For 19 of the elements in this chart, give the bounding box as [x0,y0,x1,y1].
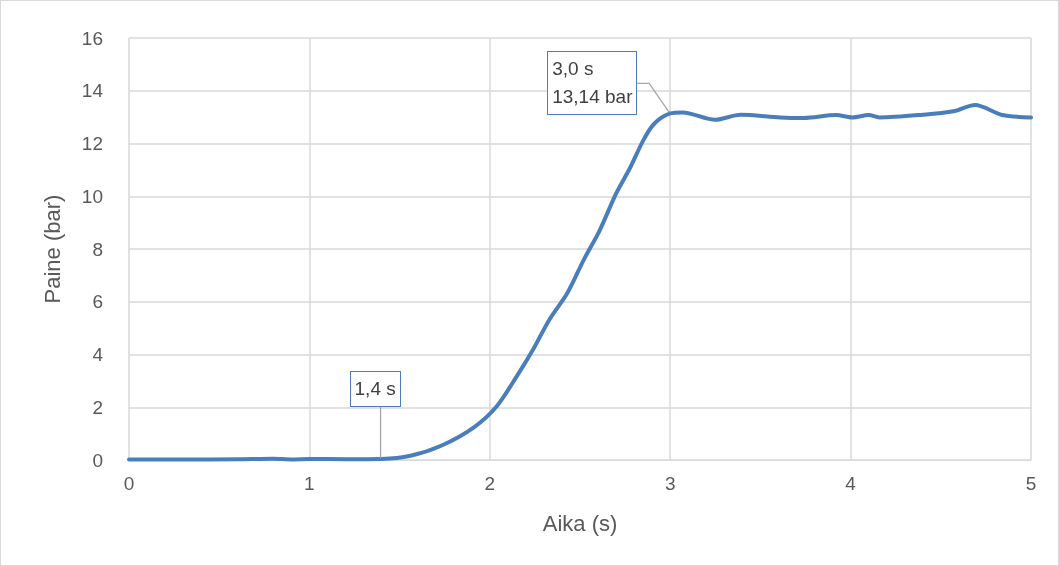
y-tick-label: 10 [81,185,103,207]
x-tick-label: 1 [304,473,315,494]
y-tick-label: 12 [81,133,103,154]
x-tick-label: 5 [1025,473,1037,494]
annotation: 1,4 s [349,370,401,407]
y-tick-label: 14 [81,80,104,102]
y-tick-label: 8 [92,238,103,260]
annotation: 3,0 s 13,14 bar [547,51,638,116]
y-tick-label: 16 [81,27,103,49]
y-tick-label: 0 [92,449,103,471]
y-axis-title: Paine (bar) [39,194,65,304]
y-tick-label: 4 [92,344,104,365]
y-tick-label: 6 [92,291,103,313]
x-tick-label: 0 [123,473,135,494]
x-tick-label: 4 [845,473,857,494]
x-tick-label: 3 [664,473,676,494]
y-tick-label: 2 [92,396,103,418]
x-axis-title: Aika (s) [542,510,618,536]
x-tick-label: 2 [484,473,496,494]
